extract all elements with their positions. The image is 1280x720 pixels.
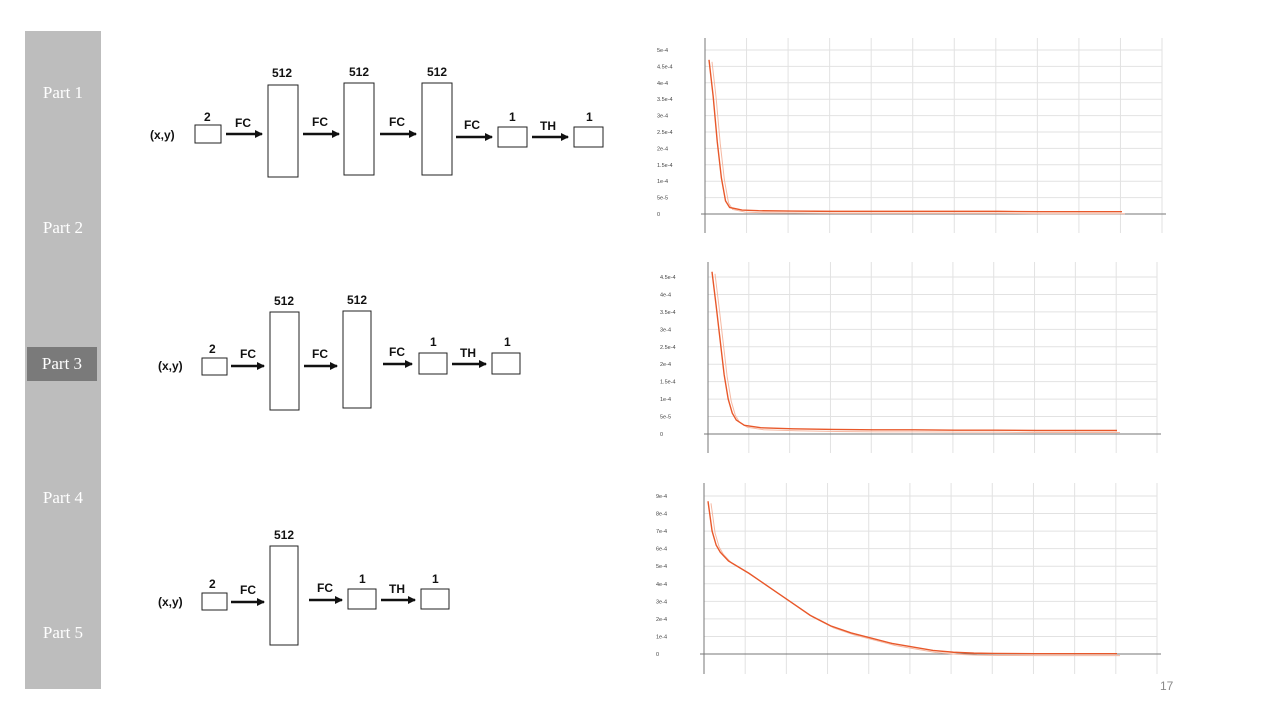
series-line — [708, 59, 1122, 213]
series-line — [707, 501, 1117, 655]
output-box — [491, 352, 521, 375]
dim-label: 1 — [430, 335, 437, 349]
layer-box — [269, 311, 300, 411]
sidebar-item-part-1[interactable]: Part 1 — [42, 83, 84, 102]
layer-box — [343, 82, 375, 176]
output-box — [573, 126, 604, 148]
series-line-smoothed — [711, 61, 1125, 215]
dim-label: 1 — [509, 110, 516, 124]
y-tick-label: 3.5e-4 — [657, 97, 673, 103]
series-line-smoothed — [710, 503, 1120, 657]
loss-chart-3: 0 1e-4 2e-4 3e-4 4e-4 5e-4 6e-4 7e-4 8e-4 9e-4 — [656, 483, 1161, 674]
y-tick-label: 3e-4 — [660, 327, 671, 333]
diagram-2: (x,y) 2 FC 512 FC 512 FC 1 TH 1 — [158, 293, 521, 411]
op-label: FC — [235, 116, 251, 130]
output-box — [497, 126, 528, 148]
y-tick-label: 7e-4 — [656, 529, 667, 535]
y-tick-label: 2.5e-4 — [657, 130, 673, 136]
y-tick-label: 2e-4 — [660, 362, 671, 368]
y-tick-label: 1e-4 — [660, 397, 671, 403]
dim-label: 512 — [427, 65, 447, 79]
y-tick-label: 1e-4 — [657, 179, 668, 185]
y-tick-label: 2e-4 — [656, 617, 667, 623]
y-tick-label: 4e-4 — [656, 582, 667, 588]
output-box — [420, 588, 450, 610]
dim-label: 512 — [274, 528, 294, 542]
series-line — [711, 271, 1117, 432]
loss-chart-2: 0 5e-5 1e-4 1.5e-4 2e-4 2.5e-4 3e-4 3.5e-4 4e-4 4… — [660, 262, 1161, 453]
series-line-smoothed — [714, 273, 1120, 434]
input-box — [194, 124, 222, 144]
y-tick-label: 9e-4 — [656, 494, 667, 500]
y-tick-label: 3e-4 — [656, 599, 667, 605]
dim-label: 512 — [347, 293, 367, 307]
dim-label: 2 — [204, 110, 211, 124]
y-tick-label: 1e-4 — [656, 634, 667, 640]
diagram-3: (x,y) 2 FC 512 FC 1 TH 1 — [158, 528, 450, 646]
y-tick-label: 5e-5 — [660, 415, 671, 421]
op-label: TH — [540, 119, 556, 133]
op-label: FC — [389, 345, 405, 359]
y-tick-label: 0 — [660, 432, 663, 438]
dim-label: 512 — [272, 66, 292, 80]
op-label: FC — [389, 115, 405, 129]
dim-label: 512 — [274, 294, 294, 308]
sidebar-item-part-4[interactable]: Part 4 — [42, 488, 84, 507]
output-box — [418, 352, 448, 375]
y-tick-label: 5e-4 — [657, 48, 668, 54]
y-tick-label: 3e-4 — [657, 114, 668, 120]
op-label: FC — [317, 581, 333, 595]
dim-label: 1 — [504, 335, 511, 349]
dim-label: 1 — [586, 110, 593, 124]
y-tick-label: 2e-4 — [657, 146, 668, 152]
y-tick-label: 8e-4 — [656, 512, 667, 518]
y-tick-label: 5e-5 — [657, 196, 668, 202]
y-tick-label: 4.5e-4 — [657, 64, 673, 70]
op-label: FC — [240, 347, 256, 361]
op-label: FC — [240, 583, 256, 597]
y-tick-label: 5e-4 — [656, 564, 667, 570]
sidebar-item-part-5[interactable]: Part 5 — [42, 623, 84, 642]
layer-box — [267, 84, 299, 178]
output-box — [347, 588, 377, 610]
input-label: (x,y) — [158, 595, 183, 609]
y-tick-label: 4e-4 — [657, 81, 668, 87]
op-label: TH — [460, 346, 476, 360]
dim-label: 512 — [349, 65, 369, 79]
input-label: (x,y) — [158, 359, 183, 373]
input-box — [201, 592, 228, 611]
y-tick-label: 4e-4 — [660, 292, 671, 298]
sidebar-item-part-2[interactable]: Part 2 — [42, 218, 84, 237]
y-tick-label: 6e-4 — [656, 547, 667, 553]
layer-box — [342, 310, 372, 409]
input-box — [201, 357, 228, 376]
layer-box — [421, 82, 453, 176]
page-number: 17 — [1160, 679, 1174, 693]
y-tick-label: 3.5e-4 — [660, 310, 676, 316]
layer-box — [269, 545, 299, 646]
network-diagrams: (x,y) 2 FC 512 FC 512 FC 512 FC 1 TH 1 (… — [150, 65, 604, 646]
dim-label: 1 — [359, 572, 366, 586]
loss-chart-1: 0 5e-5 1e-4 1.5e-4 2e-4 2.5e-4 3e-4 3.5e-4 4e-4 4… — [657, 38, 1166, 233]
op-label: FC — [312, 115, 328, 129]
sidebar-item-part-3[interactable]: Part 3 — [27, 347, 97, 381]
op-label: TH — [389, 582, 405, 596]
op-label: FC — [464, 118, 480, 132]
diagram-1: (x,y) 2 FC 512 FC 512 FC 512 FC 1 TH 1 — [150, 65, 604, 178]
dim-label: 1 — [432, 572, 439, 586]
y-tick-label: 0 — [656, 652, 659, 658]
input-label: (x,y) — [150, 128, 175, 142]
y-tick-label: 1.5e-4 — [657, 163, 673, 169]
y-tick-label: 0 — [657, 212, 660, 218]
y-tick-label: 1.5e-4 — [660, 380, 676, 386]
sidebar: Part 1 Part 2 Part 3 Part 4 Part 5 — [25, 31, 101, 689]
y-tick-label: 4.5e-4 — [660, 275, 676, 281]
op-label: FC — [312, 347, 328, 361]
dim-label: 2 — [209, 342, 216, 356]
y-tick-label: 2.5e-4 — [660, 345, 676, 351]
dim-label: 2 — [209, 577, 216, 591]
